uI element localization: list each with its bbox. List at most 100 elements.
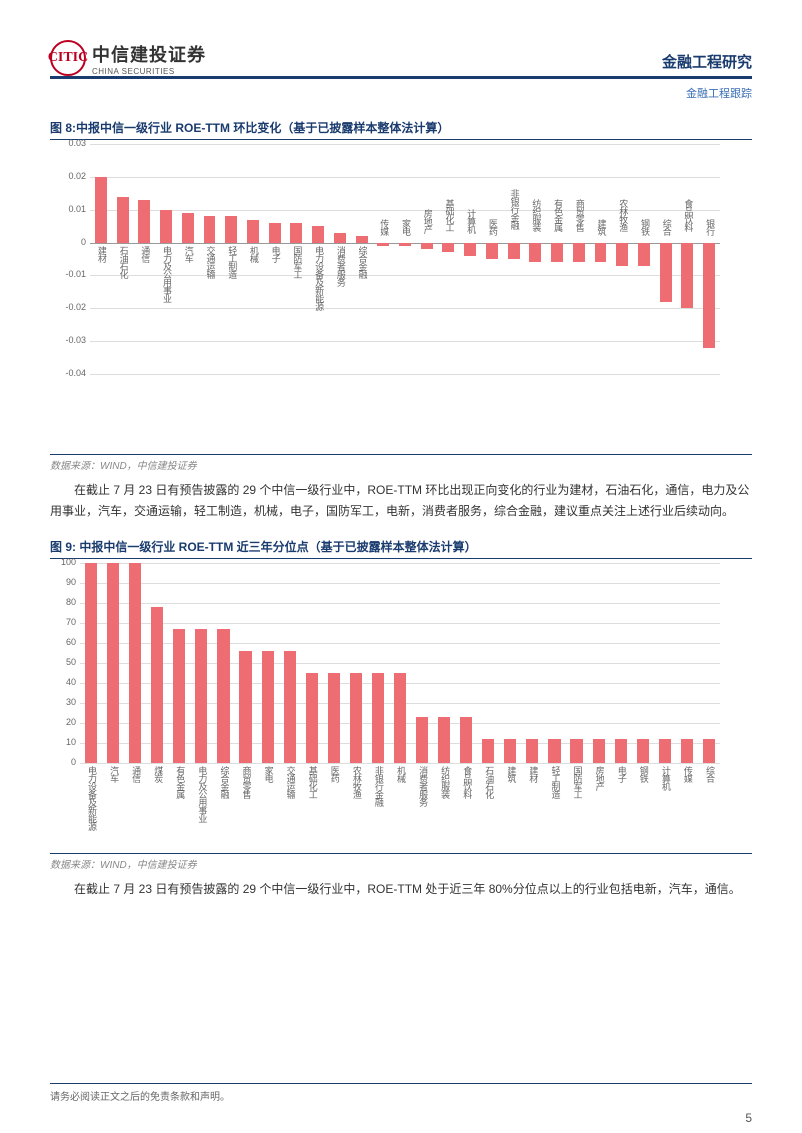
chart-bar (593, 739, 605, 763)
chart-bar (173, 629, 185, 763)
chart-bar (573, 243, 585, 263)
x-tick-label: 钢铁 (638, 766, 651, 782)
x-tick-label: 银行 (704, 219, 717, 235)
chart-bar (151, 607, 163, 763)
x-tick-label: 基础化工 (307, 766, 320, 798)
chart-bar (638, 243, 650, 266)
x-tick-label: 轻工制造 (549, 766, 562, 798)
y-tick-label: 30 (50, 697, 76, 707)
x-tick-label: 建筑 (505, 766, 518, 782)
x-tick-label: 机械 (248, 246, 261, 262)
chart-bar (85, 563, 97, 763)
y-tick-label: 0.03 (50, 138, 86, 148)
chart8-source: 数据来源：WIND，中信建投证券 (50, 457, 752, 472)
x-tick-label: 通信 (130, 766, 143, 782)
x-tick-label: 纺织服装 (530, 199, 543, 231)
chart-bar (225, 216, 237, 242)
x-tick-label: 电力设备及新能源 (313, 246, 326, 310)
x-tick-label: 建材 (527, 766, 540, 782)
chart-bar (312, 226, 324, 242)
x-tick-label: 交通运输 (285, 766, 298, 798)
x-tick-label: 综合 (704, 766, 717, 782)
x-tick-label: 建材 (96, 246, 109, 262)
x-tick-label: 家电 (400, 219, 413, 235)
chart-bar (438, 717, 450, 763)
disclaimer: 请务必阅读正文之后的免责条款和声明。 (50, 1083, 752, 1103)
x-tick-label: 纺织服装 (439, 766, 452, 798)
x-tick-label: 商贸零售 (574, 199, 587, 231)
y-tick-label: 80 (50, 597, 76, 607)
x-tick-label: 钢铁 (639, 219, 652, 235)
chart-bar (356, 236, 368, 243)
page-header: CITIC 中信建投证券 CHINA SECURITIES 金融工程研究 (50, 40, 752, 79)
chart-bar (95, 177, 107, 243)
x-tick-label: 石油石化 (483, 766, 496, 798)
x-tick-label: 通信 (139, 246, 152, 262)
x-tick-label: 非银行金融 (509, 189, 522, 229)
chart-bar (659, 739, 671, 763)
x-tick-label: 综合金融 (357, 246, 370, 278)
y-tick-label: 50 (50, 657, 76, 667)
x-tick-label: 食品饮料 (682, 199, 695, 231)
chart-bar (290, 223, 302, 243)
chart-bar (526, 739, 538, 763)
x-tick-label: 汽车 (183, 246, 196, 262)
y-tick-label: 0.01 (50, 204, 86, 214)
x-tick-label: 电力及公用事业 (196, 766, 209, 822)
chart-bar (681, 739, 693, 763)
x-tick-label: 有色金属 (174, 766, 187, 798)
chart-bar (551, 243, 563, 263)
chart-bar (247, 220, 259, 243)
chart-bar (460, 717, 472, 763)
x-tick-label: 食品饮料 (461, 766, 474, 798)
paragraph-2: 在截止 7 月 23 日有预告披露的 29 个中信一级行业中，ROE-TTM 处… (50, 879, 752, 900)
x-tick-label: 电子 (270, 246, 283, 262)
header-subcategory: 金融工程跟踪 (50, 85, 752, 101)
x-tick-label: 非银行金融 (373, 766, 386, 806)
x-tick-label: 传媒 (378, 219, 391, 235)
chart-bar (138, 200, 150, 243)
chart-bar (239, 651, 251, 763)
x-tick-label: 机械 (395, 766, 408, 782)
chart8-title: 图 8:中报中信一级行业 ROE-TTM 环比变化（基于已披露样本整体法计算） (50, 119, 752, 140)
x-tick-label: 综合金融 (218, 766, 231, 798)
y-tick-label: 60 (50, 637, 76, 647)
chart-bar (334, 233, 346, 243)
y-tick-label: 10 (50, 737, 76, 747)
chart-bar (529, 243, 541, 263)
chart-bar (504, 739, 516, 763)
x-tick-label: 基础化工 (443, 199, 456, 231)
chart-bar (306, 673, 318, 763)
chart9-source: 数据来源：WIND，中信建投证券 (50, 856, 752, 871)
y-tick-label: 40 (50, 677, 76, 687)
x-tick-label: 商贸零售 (241, 766, 254, 798)
chart-bar (328, 673, 340, 763)
x-tick-label: 消费者服务 (335, 246, 348, 286)
x-tick-label: 国防军工 (572, 766, 585, 798)
y-tick-label: 0.02 (50, 171, 86, 181)
chart-bar (508, 243, 520, 259)
chart9-title: 图 9: 中报中信一级行业 ROE-TTM 近三年分位点（基于已披露样本整体法计… (50, 538, 752, 559)
x-tick-label: 电子 (616, 766, 629, 782)
x-tick-label: 医药 (487, 219, 500, 235)
chart-bar (660, 243, 672, 302)
chart-bar (703, 739, 715, 763)
chart-bar (372, 673, 384, 763)
chart-bar (421, 243, 433, 250)
chart-bar (284, 651, 296, 763)
chart-bar (464, 243, 476, 256)
x-tick-label: 计算机 (660, 766, 673, 790)
x-tick-label: 交通运输 (204, 246, 217, 278)
logo-text-cn: 中信建投证券 (92, 41, 206, 67)
chart-bar (442, 243, 454, 253)
chart-bar (681, 243, 693, 309)
x-tick-label: 家电 (263, 766, 276, 782)
chart-bar (350, 673, 362, 763)
chart-bar (117, 197, 129, 243)
x-tick-label: 综合 (661, 219, 674, 235)
y-tick-label: 0 (50, 237, 86, 247)
paragraph-1: 在截止 7 月 23 日有预告披露的 29 个中信一级行业中，ROE-TTM 环… (50, 480, 752, 522)
x-tick-label: 轻工制造 (226, 246, 239, 278)
y-tick-label: -0.02 (50, 302, 86, 312)
chart-bar (399, 243, 411, 246)
